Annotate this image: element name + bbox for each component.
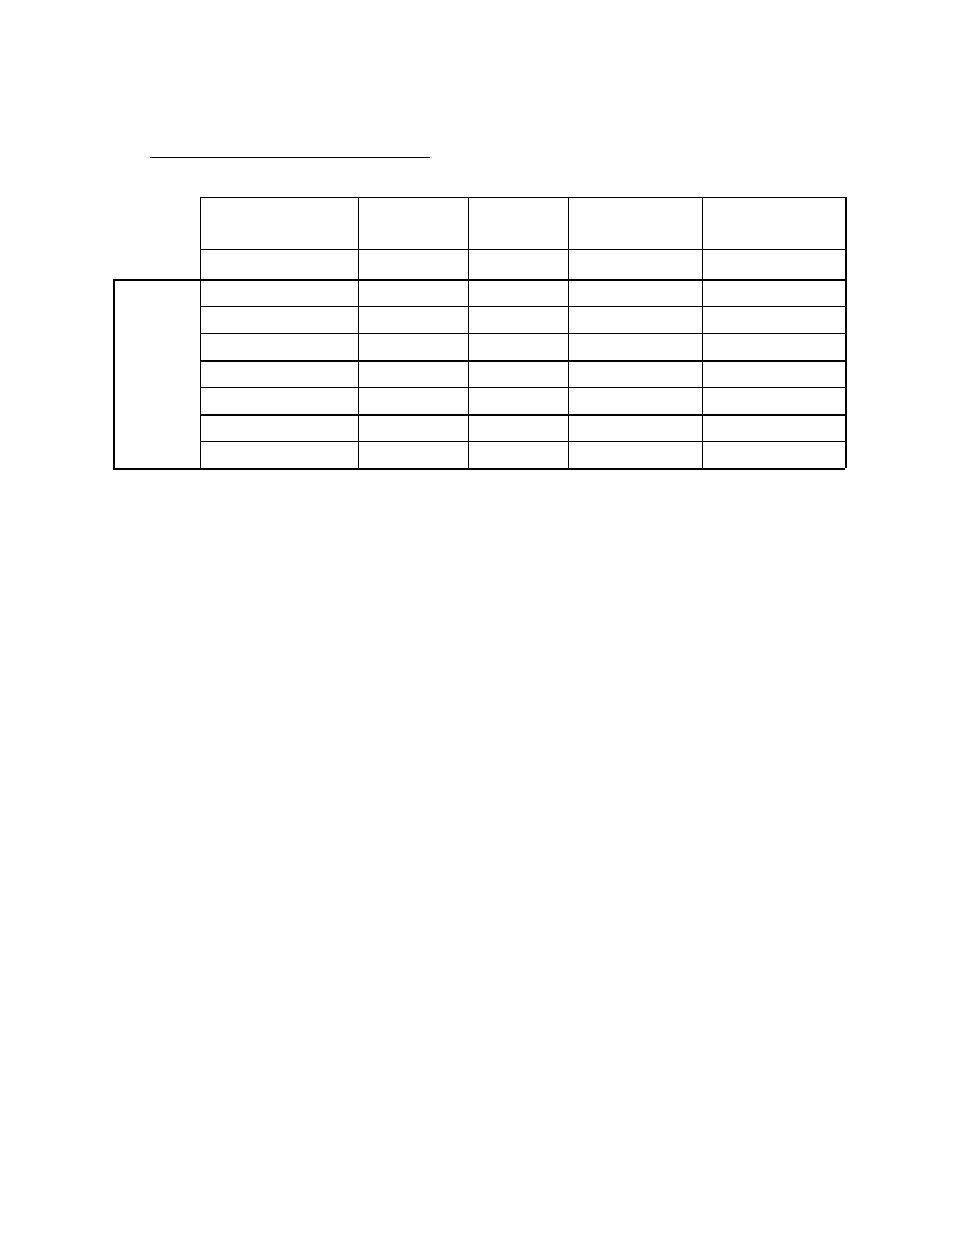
table-border-right (845, 197, 847, 468)
table-col-divider (358, 197, 359, 468)
table-row-divider (200, 249, 845, 250)
table-col-divider (200, 197, 201, 468)
table-row-divider-thick (200, 360, 845, 362)
table-row-divider (200, 441, 845, 442)
table-row-divider-thick (200, 279, 845, 281)
table-row-divider-thick (200, 414, 845, 416)
table-row-divider (200, 387, 845, 388)
table-col-divider (702, 197, 703, 468)
table-col-divider (568, 197, 569, 468)
table-row-divider (200, 333, 845, 334)
stub-border-left (113, 279, 115, 468)
title-underline (150, 157, 430, 158)
stub-border-top (113, 279, 200, 281)
table-row-divider (200, 306, 845, 307)
table-border-top (200, 197, 845, 198)
page (0, 0, 954, 1235)
table-border-bottom (113, 468, 845, 470)
table-col-divider (468, 197, 469, 468)
